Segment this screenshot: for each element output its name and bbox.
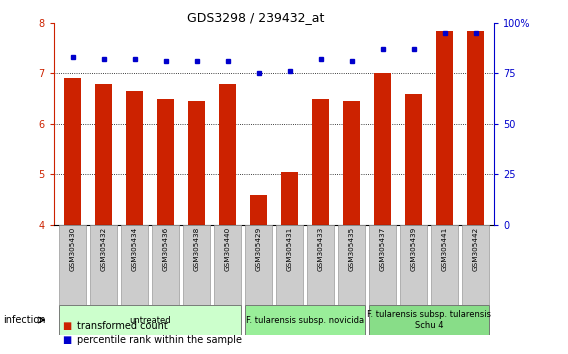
Text: GSM305439: GSM305439 (411, 227, 416, 272)
Text: GSM305431: GSM305431 (287, 227, 293, 272)
Bar (431, 225, 458, 305)
Bar (307, 225, 334, 305)
Text: GSM305432: GSM305432 (101, 227, 107, 272)
Text: ■: ■ (62, 335, 72, 345)
Bar (157, 99, 174, 225)
Text: GSM305437: GSM305437 (379, 227, 386, 272)
Text: GSM305430: GSM305430 (69, 227, 76, 272)
Text: GSM305435: GSM305435 (349, 227, 354, 272)
Bar (343, 101, 360, 225)
Bar (405, 94, 422, 225)
Text: GSM305433: GSM305433 (318, 227, 324, 272)
Bar (59, 305, 241, 335)
Bar (276, 225, 303, 305)
Text: GSM305442: GSM305442 (473, 227, 479, 272)
Bar (126, 91, 143, 225)
Bar (219, 84, 236, 225)
Bar (214, 225, 241, 305)
Text: untreated: untreated (130, 315, 171, 325)
Text: GSM305436: GSM305436 (162, 227, 169, 272)
Text: ■: ■ (62, 321, 72, 331)
Bar (152, 225, 179, 305)
Bar (90, 225, 117, 305)
Bar (374, 73, 391, 225)
Text: GSM305441: GSM305441 (441, 227, 448, 272)
Bar (95, 84, 112, 225)
Bar (121, 225, 148, 305)
Bar (312, 99, 329, 225)
Bar (59, 225, 86, 305)
Text: GSM305434: GSM305434 (132, 227, 137, 272)
Bar (462, 225, 489, 305)
Bar (245, 305, 365, 335)
Bar (183, 225, 210, 305)
Text: transformed count: transformed count (77, 321, 168, 331)
Bar (467, 30, 484, 225)
Bar (250, 195, 267, 225)
Bar (436, 30, 453, 225)
Text: GDS3298 / 239432_at: GDS3298 / 239432_at (187, 11, 324, 24)
Bar (188, 101, 205, 225)
Bar (369, 305, 489, 335)
Bar (369, 225, 396, 305)
Bar (64, 79, 81, 225)
Text: GSM305440: GSM305440 (224, 227, 231, 272)
Text: percentile rank within the sample: percentile rank within the sample (77, 335, 241, 345)
Text: infection: infection (3, 315, 45, 325)
Bar (338, 225, 365, 305)
Text: F. tularensis subsp. tularensis
Schu 4: F. tularensis subsp. tularensis Schu 4 (367, 310, 491, 330)
Bar (400, 225, 427, 305)
Text: GSM305438: GSM305438 (194, 227, 199, 272)
Bar (245, 225, 272, 305)
Bar (281, 172, 298, 225)
Text: GSM305429: GSM305429 (256, 227, 261, 272)
Text: F. tularensis subsp. novicida: F. tularensis subsp. novicida (246, 315, 364, 325)
